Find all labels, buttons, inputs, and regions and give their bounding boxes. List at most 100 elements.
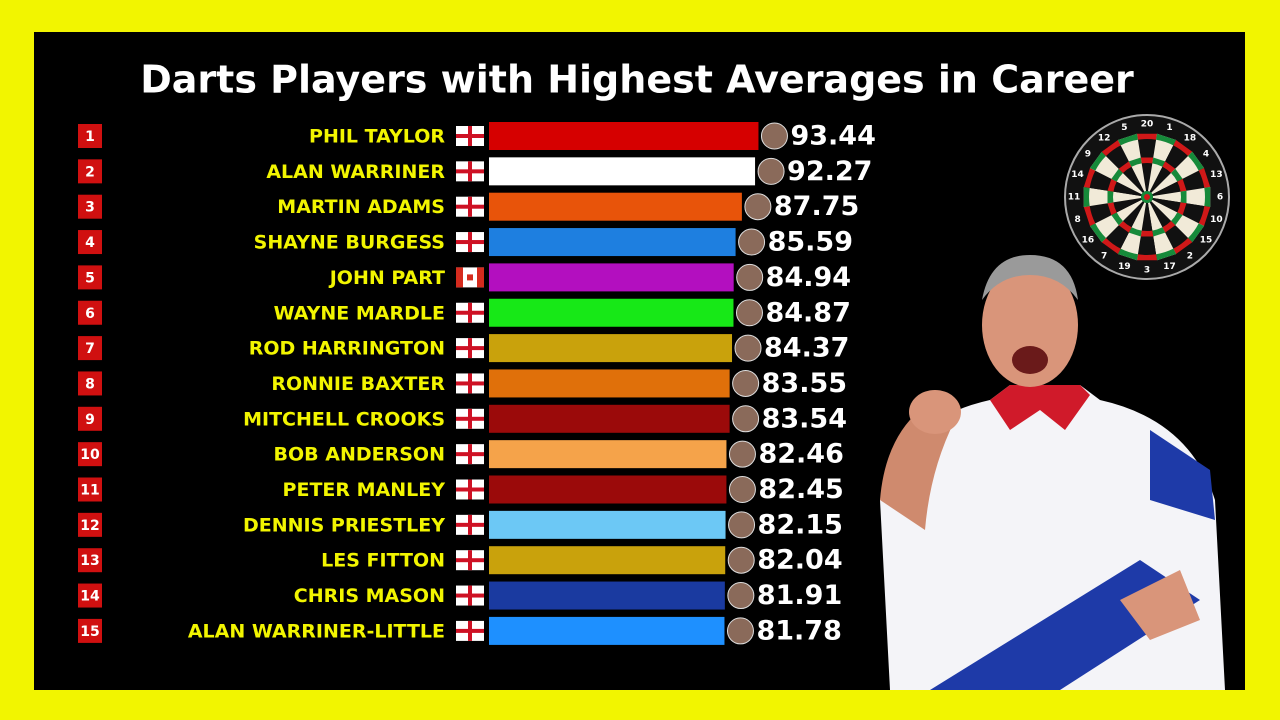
bar — [489, 546, 726, 575]
player-name: ROD HARRINGTON — [249, 338, 445, 360]
bar — [489, 369, 730, 398]
board-segment — [1204, 186, 1211, 208]
board-segment — [1180, 190, 1187, 204]
board-number: 19 — [1118, 262, 1131, 272]
board-segment — [1198, 167, 1211, 188]
flag-part — [456, 487, 484, 492]
flag-part — [456, 169, 484, 174]
avatar — [738, 228, 766, 256]
board-number: 3 — [1144, 266, 1150, 276]
board-segment — [1083, 206, 1096, 227]
flag-part — [467, 274, 473, 281]
board-segment — [1117, 133, 1138, 146]
player-name: ALAN WARRINER — [266, 161, 445, 183]
board-segment — [1118, 221, 1132, 233]
board-segment — [1089, 223, 1106, 243]
rank-label: 8 — [85, 376, 95, 392]
flag-part — [456, 240, 484, 245]
bar — [489, 334, 733, 363]
avatar — [734, 334, 762, 362]
avatar — [728, 440, 756, 468]
value-label: 82.46 — [758, 439, 843, 470]
value-label: 84.94 — [766, 262, 851, 293]
flag-part — [456, 452, 484, 457]
rank-label: 2 — [85, 164, 95, 180]
board-number: 9 — [1085, 150, 1091, 160]
bar — [489, 510, 726, 539]
value-label: 84.87 — [765, 297, 850, 328]
flag-part — [477, 267, 484, 288]
avatar — [732, 405, 760, 433]
board-segment — [1101, 238, 1121, 255]
rank-label: 6 — [85, 306, 95, 322]
board-segment — [1152, 157, 1166, 167]
bar — [489, 475, 727, 504]
player-name: RONNIE BAXTER — [271, 373, 445, 395]
flag-part — [456, 310, 484, 315]
rank-box — [78, 336, 102, 361]
rank-box — [78, 300, 102, 325]
flag-part — [456, 416, 484, 421]
board-segment — [1107, 190, 1114, 204]
flag-part — [456, 628, 484, 633]
value-label: 82.15 — [758, 509, 843, 540]
board-segment — [1111, 212, 1123, 226]
rank-label: 15 — [80, 624, 99, 640]
bar — [489, 298, 734, 327]
player-name: MITCHELL CROOKS — [243, 408, 445, 430]
board-number: 1 — [1166, 123, 1172, 133]
board-number: 4 — [1203, 150, 1209, 160]
avatar — [728, 476, 756, 503]
board-number: 8 — [1074, 215, 1080, 225]
board-number: 20 — [1141, 120, 1154, 130]
board-segment — [1177, 178, 1187, 192]
board-segment — [1136, 133, 1158, 140]
flag-part — [456, 134, 484, 138]
dartboard: 20 1 18 413 6 10 15 2 17 3 19 7 168 11 149 12 5 — [1064, 114, 1230, 280]
avatar — [757, 157, 785, 185]
bar — [489, 440, 727, 469]
board-number: 17 — [1163, 262, 1176, 272]
player-name: DENNIS PRIESTLEY — [243, 514, 445, 536]
board-number: 13 — [1210, 170, 1223, 180]
rank-label: 4 — [85, 235, 95, 251]
player-name: JOHN PART — [328, 267, 445, 289]
board-segment — [1107, 202, 1117, 216]
board-segment — [1101, 139, 1121, 156]
value-label: 82.45 — [758, 474, 843, 505]
rank-box — [78, 477, 102, 502]
rank-box — [78, 371, 102, 396]
board-number: 6 — [1217, 193, 1223, 203]
rank-label: 14 — [80, 589, 100, 605]
board-segment — [1083, 167, 1096, 188]
bullseye — [1144, 194, 1150, 200]
value-label: 81.78 — [756, 615, 841, 646]
bar — [489, 157, 756, 186]
rank-label: 10 — [80, 447, 100, 463]
bar — [489, 228, 736, 257]
rank-label: 3 — [85, 200, 95, 216]
board-number: 7 — [1101, 252, 1107, 262]
board-segment — [1162, 221, 1176, 233]
board-number: 14 — [1071, 170, 1084, 180]
board-segment — [1107, 178, 1117, 192]
bar — [489, 192, 742, 221]
avatar — [727, 582, 755, 610]
flag-part — [456, 558, 484, 563]
flag-part — [456, 381, 484, 386]
board-number: 15 — [1200, 235, 1213, 245]
flag-part — [456, 267, 463, 288]
board-segment — [1083, 186, 1090, 208]
value-label: 93.44 — [790, 121, 875, 152]
rank-label: 5 — [85, 270, 95, 286]
board-segment — [1128, 157, 1142, 167]
board-segment — [1171, 168, 1183, 182]
bar — [489, 616, 725, 645]
rank-label: 7 — [85, 341, 95, 357]
board-number: 12 — [1098, 133, 1111, 143]
flag-part — [456, 593, 484, 598]
board-segment — [1173, 238, 1193, 255]
rank-box — [78, 194, 102, 219]
